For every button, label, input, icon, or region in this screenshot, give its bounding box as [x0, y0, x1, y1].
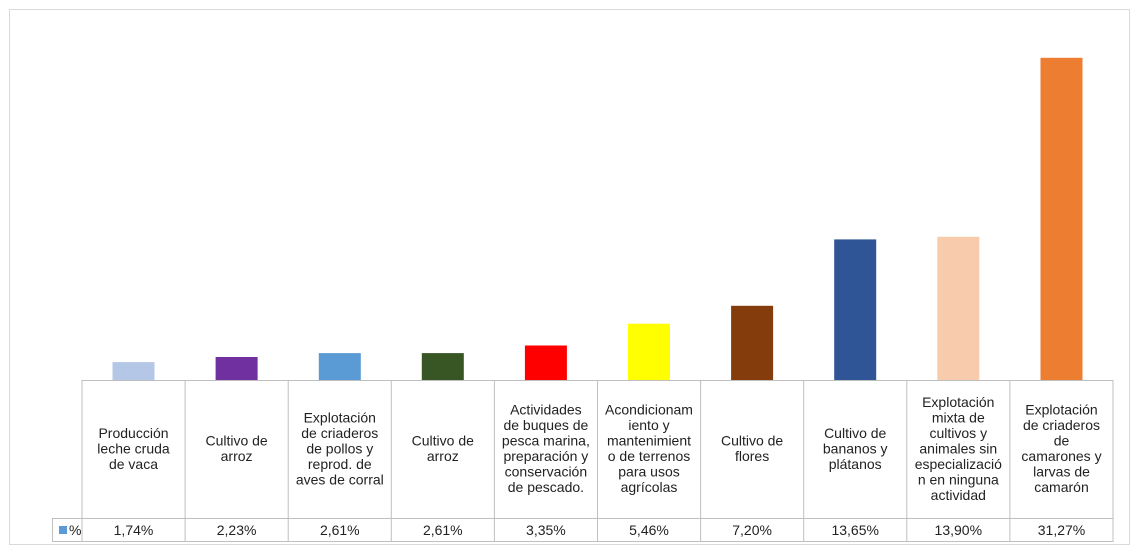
bar	[1040, 57, 1083, 381]
category-label: Actividades de buques de pesca marina, prep…	[502, 402, 590, 496]
legend-swatch	[59, 526, 67, 534]
legend-label: %	[69, 522, 81, 538]
bar	[834, 239, 877, 380]
bar	[421, 353, 464, 380]
category-label: Cultivo de flores	[721, 433, 783, 465]
bar	[112, 362, 155, 380]
value-label: 3,35%	[526, 522, 566, 538]
bar	[215, 357, 258, 380]
category-label: Explotación de criaderos de pollos y reprod…	[296, 409, 384, 487]
bar	[318, 353, 361, 380]
chart-area: Producción leche cruda de vaca Cultivo de ar…	[9, 9, 1130, 545]
value-label: 2,61%	[423, 522, 463, 538]
bar	[628, 323, 670, 380]
bar	[524, 345, 567, 380]
value-label: 2,61%	[320, 522, 360, 538]
bar	[937, 236, 980, 380]
category-label: Explotación de criaderos de camarones y larv…	[1021, 402, 1101, 496]
bar-chart: Producción leche cruda de vaca Cultivo de ar…	[52, 57, 1114, 542]
category-label: Acondicionam iento y mantenimient o de terr…	[605, 402, 693, 496]
bar	[731, 305, 774, 380]
category-label: Cultivo de arroz	[205, 433, 267, 465]
value-label: 31,27%	[1038, 522, 1085, 538]
category-label: Explotación mixta de cultivos y animales si…	[915, 394, 1002, 503]
value-label: 2,23%	[217, 522, 257, 538]
value-label: 5,46%	[629, 522, 669, 538]
value-label: 13,90%	[935, 522, 982, 538]
category-label: Cultivo de arroz	[412, 433, 474, 465]
category-label: Cultivo de bananos y plátanos	[823, 425, 888, 472]
value-label: 1,74%	[114, 522, 154, 538]
value-label: 7,20%	[732, 522, 772, 538]
category-label: Producción leche cruda de vaca	[97, 425, 170, 472]
value-label: 13,65%	[831, 522, 878, 538]
